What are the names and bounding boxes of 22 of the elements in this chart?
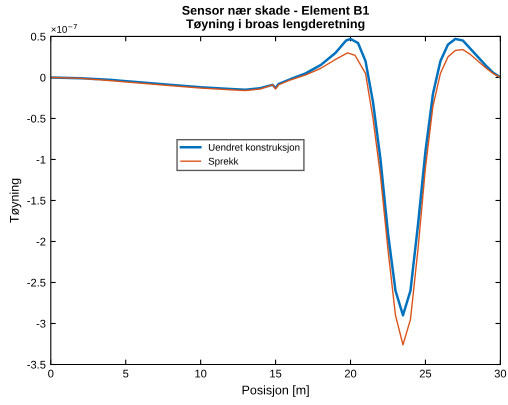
legend-label: Uendret konstruksjon — [208, 144, 300, 153]
x-tick-label: 10 — [195, 370, 206, 378]
y-tick-label: -2 — [36, 238, 46, 246]
x-tick-label: 20 — [344, 370, 356, 378]
y-tick-label: -2.5 — [27, 278, 46, 287]
x-tick-label: 25 — [420, 370, 432, 378]
y-tick-label: -3.5 — [27, 360, 46, 369]
text: ×10$^{−7}$ — [51, 24, 77, 33]
y-tick-label: -0.5 — [27, 114, 46, 123]
y-tick-label: 0 — [40, 74, 46, 82]
x-tick-label: 15 — [270, 370, 282, 378]
legend-label: Sprekk — [208, 158, 238, 167]
x-tick-label: 30 — [494, 370, 506, 378]
chart-title: Sensor nær skade - Element B1 Tøyning i broas lengderetning — [182, 6, 370, 31]
x-tick-label: 0 — [48, 370, 54, 378]
y-tick-label: 0.5 — [30, 32, 46, 41]
y-tick-label: -1 — [36, 156, 46, 164]
y-tick-label: -3 — [36, 320, 46, 328]
x-axis-title: Posisjon [m] — [242, 385, 309, 397]
y-tick-label: -1.5 — [27, 196, 46, 205]
x-tick-label: 5 — [123, 370, 128, 378]
y-axis-title: Tøyning — [10, 178, 22, 223]
